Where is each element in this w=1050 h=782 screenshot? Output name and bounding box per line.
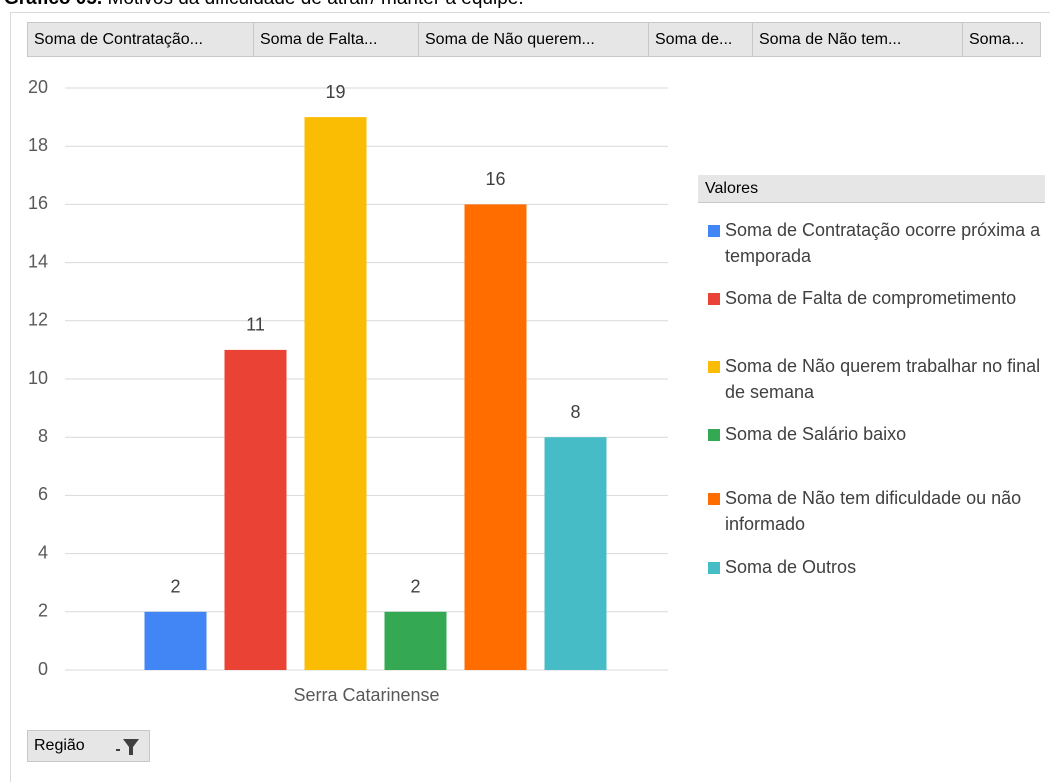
legend-swatch <box>708 361 720 373</box>
y-tick-label: 20 <box>28 77 48 97</box>
y-tick-label: 12 <box>28 310 48 330</box>
filter-label: Região <box>34 737 85 754</box>
y-tick-label: 8 <box>38 426 48 446</box>
y-tick-label: 4 <box>38 542 48 562</box>
legend-swatch <box>708 225 720 237</box>
field-button[interactable]: Soma de Não querem... <box>418 22 649 57</box>
legend-entry: Soma de Contratação ocorre próxima a tem… <box>708 217 1043 269</box>
y-tick-label: 6 <box>38 484 48 504</box>
legend-swatch <box>708 429 720 441</box>
bar <box>464 204 527 670</box>
legend-label: Soma de Não querem trabalhar no final de… <box>725 356 1041 402</box>
caption-title: Motivos da dificuldade de atrair/ manter… <box>108 0 524 9</box>
filter-button[interactable]: Região <box>27 730 150 762</box>
legend-swatch <box>708 562 720 574</box>
legend-entry: Soma de Não querem trabalhar no final de… <box>708 353 1043 405</box>
legend-title: Valores <box>698 175 1045 203</box>
legend-label: Soma de Falta de comprometimento <box>725 288 1017 308</box>
y-tick-label: 2 <box>38 601 48 621</box>
caption: Gráfico 05. Motivos da dificuldade de at… <box>4 0 524 10</box>
field-button[interactable]: Soma de Falta... <box>253 22 419 57</box>
legend-swatch <box>708 293 720 305</box>
field-button[interactable]: Soma de Não tem... <box>752 22 963 57</box>
filter-icon <box>116 739 139 755</box>
data-label: 11 <box>246 315 265 335</box>
chart-frame <box>10 12 1050 782</box>
y-tick-label: 18 <box>28 135 48 155</box>
legend-entry: Soma de Não tem dificuldade ou não infor… <box>708 485 1043 537</box>
y-tick-label: 16 <box>28 193 48 213</box>
field-button[interactable]: Soma de Contratação... <box>27 22 254 57</box>
legend-entry: Soma de Outros <box>708 554 1043 580</box>
bar <box>224 349 287 670</box>
legend-swatch <box>708 493 720 505</box>
legend-label: Soma de Contratação ocorre próxima a tem… <box>725 220 1041 266</box>
y-tick-label: 0 <box>38 659 48 679</box>
bar <box>544 437 607 670</box>
legend-label: Soma de Salário baixo <box>725 424 907 444</box>
legend-label: Soma de Outros <box>725 557 857 577</box>
bar <box>384 611 447 670</box>
caption-prefix: Gráfico 05. <box>4 0 102 9</box>
data-label: 2 <box>410 577 420 597</box>
legend-entry: Soma de Falta de comprometimento <box>708 285 1043 311</box>
bar <box>144 611 207 670</box>
x-tick-label: Serra Catarinense <box>293 685 439 705</box>
legend-label: Soma de Não tem dificuldade ou não infor… <box>725 488 1022 534</box>
legend-entry: Soma de Salário baixo <box>708 421 1043 447</box>
y-tick-label: 14 <box>28 251 48 271</box>
data-label: 16 <box>485 169 505 189</box>
field-button[interactable]: Soma... <box>962 22 1041 57</box>
data-label: 19 <box>325 82 345 102</box>
data-label: 8 <box>570 402 580 422</box>
data-label: 2 <box>170 577 180 597</box>
bar <box>304 117 367 671</box>
y-tick-label: 10 <box>28 368 48 388</box>
